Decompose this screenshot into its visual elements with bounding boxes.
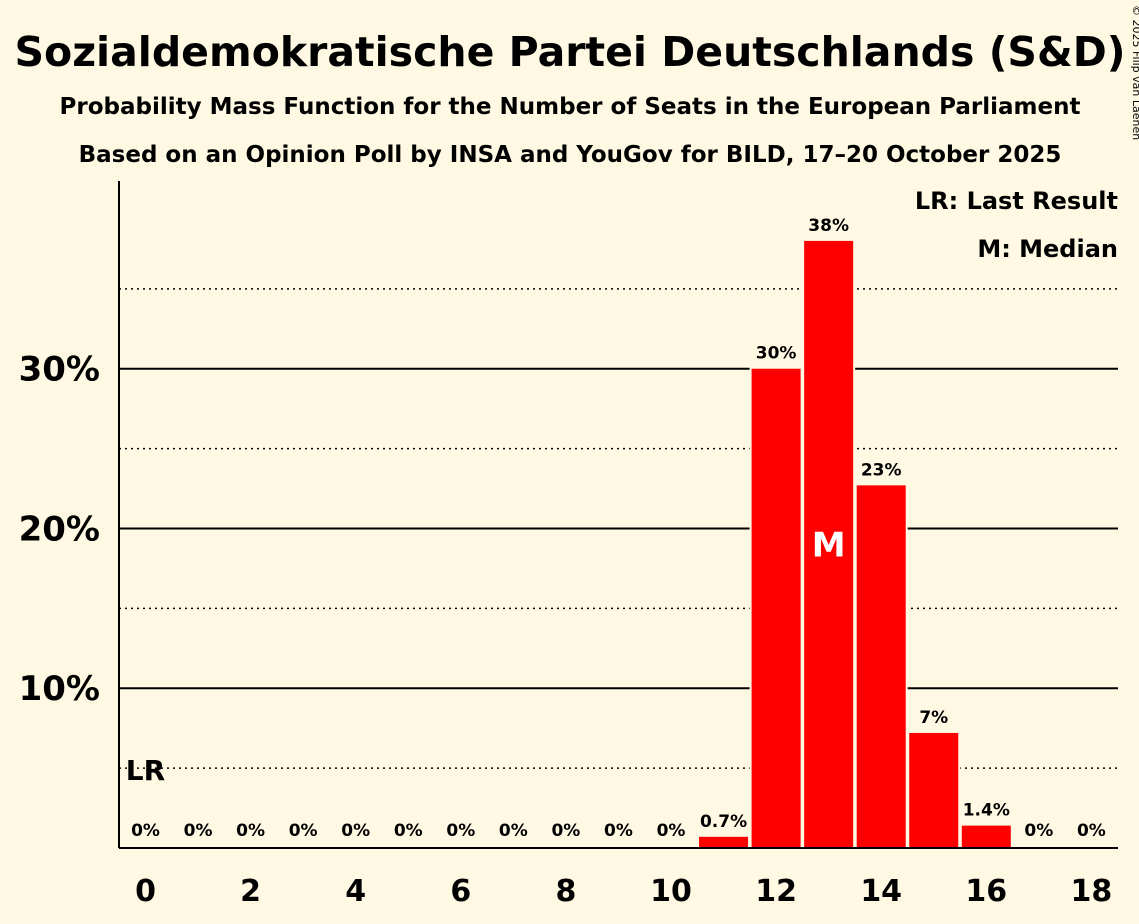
x-tick-label: 8 (555, 874, 576, 909)
x-tick-label: 2 (240, 874, 261, 909)
y-tick-label: 10% (19, 669, 100, 709)
copyright-notice: © 2025 Filip van Laenen (1130, 5, 1139, 140)
bars (697, 238, 1013, 849)
chart-title: Sozialdemokratische Partei Deutschlands … (15, 28, 1126, 76)
bar (856, 485, 906, 848)
data-label: 0.7% (700, 812, 747, 832)
data-label: 1.4% (963, 801, 1010, 821)
x-tick-label: 14 (860, 874, 902, 909)
x-tick-label: 6 (450, 874, 471, 909)
data-label: 30% (756, 344, 797, 364)
data-label: 0% (499, 821, 528, 841)
data-label: 0% (1024, 821, 1053, 841)
data-label: 0% (289, 821, 318, 841)
data-label: 0% (657, 821, 686, 841)
bar (961, 825, 1011, 848)
bar (804, 240, 854, 849)
data-label: 0% (604, 821, 633, 841)
data-label: 0% (1077, 821, 1106, 841)
legend-median: M: Median (977, 235, 1118, 263)
bar (909, 732, 959, 848)
bar (751, 368, 801, 848)
chart-subtitle: Probability Mass Function for the Number… (60, 94, 1081, 120)
x-tick-label: 18 (1071, 874, 1113, 909)
last-result-marker: LR (126, 754, 165, 787)
gridlines (119, 288, 1118, 769)
data-label: 38% (808, 216, 849, 236)
data-label: 0% (394, 821, 423, 841)
x-tick-label: 0 (135, 874, 156, 909)
median-marker: M (812, 525, 846, 565)
y-tick-label: 20% (19, 509, 100, 549)
data-label: 0% (184, 821, 213, 841)
axes: 10% 20% 30% 0 2 4 6 8 10 12 14 16 18 (19, 181, 1118, 909)
x-tick-label: 4 (345, 874, 366, 909)
y-tick-label: 30% (19, 350, 100, 390)
bar (699, 836, 749, 848)
x-tick-label: 12 (755, 874, 797, 909)
data-label: 0% (551, 821, 580, 841)
data-label: 7% (919, 708, 948, 728)
data-label: 0% (341, 821, 370, 841)
data-labels: 0% 0% 0% 0% 0% 0% 0% 0% 0% 0% 0% 0.7% 30% 38% 23% 7% 1.4… (126, 216, 1106, 841)
data-label: 0% (131, 821, 160, 841)
x-tick-label: 16 (965, 874, 1007, 909)
chart-source-line: Based on an Opinion Poll by INSA and You… (79, 142, 1062, 168)
data-label: 23% (861, 460, 902, 480)
data-label: 0% (236, 821, 265, 841)
x-tick-label: 10 (650, 874, 692, 909)
data-label: 0% (446, 821, 475, 841)
legend-last-result: LR: Last Result (915, 187, 1118, 215)
